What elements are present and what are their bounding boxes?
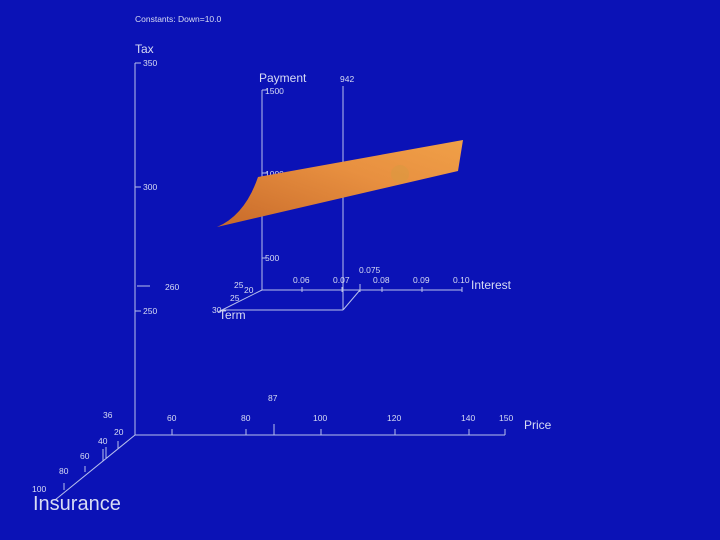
interest-tick: 0.09 — [413, 275, 430, 285]
interest-label: Interest — [471, 278, 512, 292]
payment-label: Payment — [259, 71, 307, 85]
price-tick: 80 — [241, 413, 251, 423]
tax-axis: Tax 350 300 260 250 — [134, 42, 179, 435]
interest-tick: 0.08 — [373, 275, 390, 285]
term-tick: 20 — [244, 285, 254, 295]
insurance-tick: 20 — [114, 427, 124, 437]
interest-tick: 0.06 — [293, 275, 310, 285]
interest-tick: 0.10 — [453, 275, 470, 285]
interest-current-value: 0.075 — [359, 265, 381, 275]
tax-label: Tax — [135, 42, 154, 56]
term-current-value: 25 — [234, 280, 244, 290]
term-label: Term — [219, 308, 246, 322]
payment-current-value: 942 — [340, 74, 354, 84]
surface-highlight — [391, 165, 409, 183]
price-axis: 60 80 87 100 120 140 150 Price — [135, 393, 552, 436]
insurance-tick: 40 — [98, 436, 108, 446]
term-tick: 25 — [230, 293, 240, 303]
price-tick: 140 — [461, 413, 475, 423]
insurance-label: Insurance — [33, 493, 121, 515]
insurance-tick: 60 — [80, 451, 90, 461]
insurance-current-value: 36 — [103, 410, 113, 420]
term-tick: 30 — [212, 305, 222, 315]
payment-tick: 1500 — [265, 86, 284, 96]
insurance-axis: 36 20 40 60 80 100 Insurance — [32, 410, 136, 515]
price-tick: 150 — [499, 413, 513, 423]
price-tick: 120 — [387, 413, 401, 423]
insurance-tick: 80 — [59, 466, 69, 476]
tax-tick: 300 — [143, 182, 157, 192]
price-label: Price — [524, 418, 552, 432]
price-tick: 100 — [313, 413, 327, 423]
tax-tick: 350 — [143, 58, 157, 68]
constants-label: Constants: Down=10.0 — [135, 14, 222, 24]
price-current-value: 87 — [268, 393, 278, 403]
interest-tick: 0.07 — [333, 275, 350, 285]
payment-tick: 500 — [265, 253, 279, 263]
payment-surface[interactable] — [217, 140, 463, 227]
tax-tick: 250 — [143, 306, 157, 316]
inner-world[interactable]: Payment 942 1500 1000 500 0.06 0.07 0.07… — [212, 71, 512, 322]
payment-tick: 1000 — [265, 169, 284, 179]
price-tick: 60 — [167, 413, 177, 423]
tax-current-value: 260 — [165, 282, 179, 292]
insurance-tick: 100 — [32, 484, 46, 494]
